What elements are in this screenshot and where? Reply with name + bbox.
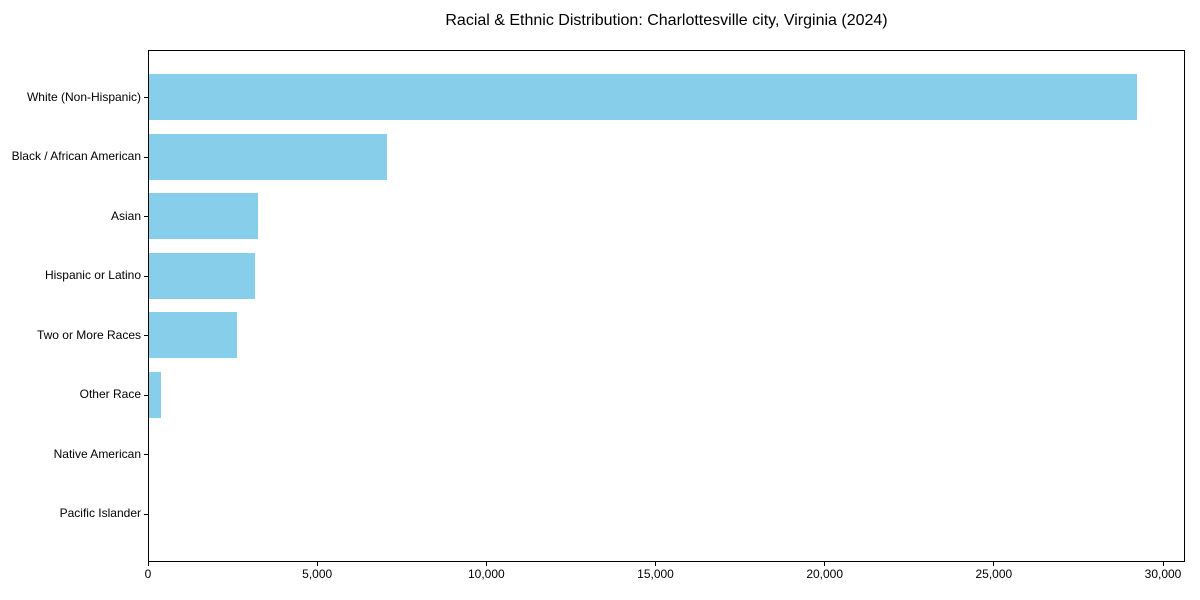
x-tick-label: 10,000: [467, 567, 505, 581]
y-tick-label: Other Race: [79, 387, 141, 401]
y-tick-mark: [144, 335, 148, 336]
x-tick-label: 5,000: [302, 567, 333, 581]
y-tick-label: Native American: [53, 446, 141, 461]
x-tick-label: 25,000: [975, 567, 1013, 581]
x-tick-mark: [1162, 562, 1164, 566]
chart-title: Racial & Ethnic Distribution: Charlottes…: [445, 12, 888, 29]
x-tick-label: 15,000: [637, 567, 674, 581]
y-tick-label: Black / African American: [11, 149, 141, 163]
x-tick-mark: [485, 562, 487, 566]
y-tick-mark: [144, 513, 148, 515]
x-tick-label: 20,000: [806, 567, 844, 581]
y-tick-label: Hispanic or Latino: [44, 268, 141, 282]
x-tick-mark: [147, 562, 149, 566]
x-tick-mark: [316, 562, 318, 566]
y-tick-mark: [144, 454, 148, 455]
bar-asian: [149, 193, 258, 239]
y-tick-mark: [144, 275, 148, 277]
bar-other-race: [149, 371, 161, 418]
bar-hispanic-or-latino: [149, 252, 255, 299]
y-tick-mark: [144, 156, 148, 158]
y-tick-mark: [144, 216, 148, 217]
bar-white-non-hispanic: [149, 74, 1137, 120]
x-tick-mark: [655, 562, 656, 566]
y-tick-label: Pacific Islander: [59, 506, 141, 520]
x-tick-label: 0: [144, 567, 152, 581]
x-tick-mark: [993, 562, 995, 566]
bar-black-african-american: [149, 133, 388, 180]
plot-area: [148, 50, 1185, 562]
y-tick-label: White (Non-Hispanic): [26, 89, 141, 104]
y-tick-mark: [144, 394, 148, 396]
x-tick-mark: [824, 562, 826, 566]
bar-two-or-more-races: [149, 312, 238, 358]
y-tick-mark: [144, 97, 148, 98]
y-tick-label: Asian: [110, 208, 141, 223]
x-tick-label: 30,000: [1144, 567, 1182, 581]
y-tick-label: Two or More Races: [36, 327, 141, 342]
